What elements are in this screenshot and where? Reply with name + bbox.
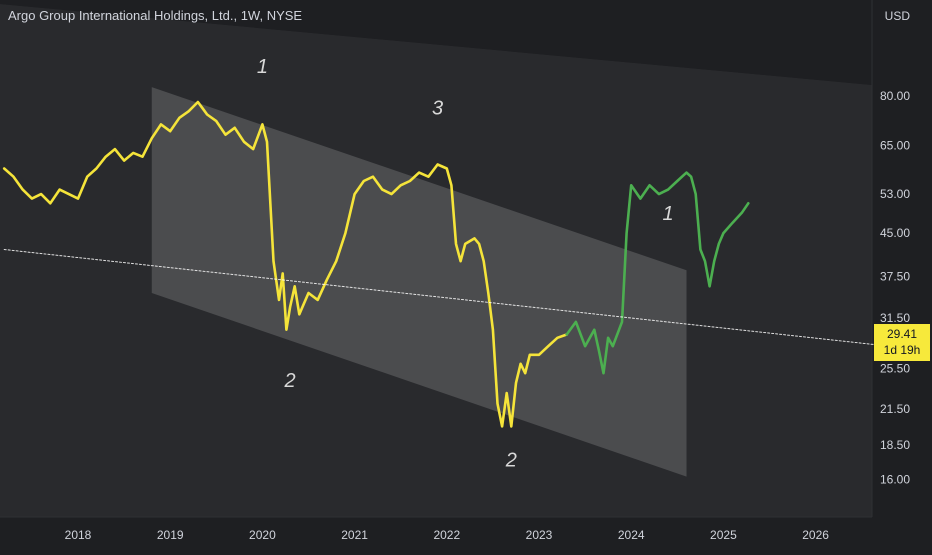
price-line bbox=[2, 100, 569, 428]
y-tick-label: 80.00 bbox=[880, 89, 910, 103]
y-tick-label: 37.50 bbox=[880, 270, 910, 284]
wide-channel bbox=[0, 4, 872, 517]
x-tick-label: 2022 bbox=[433, 528, 460, 542]
x-axis-band bbox=[0, 517, 932, 550]
chart-title: Argo Group International Holdings, Ltd.,… bbox=[8, 8, 303, 23]
y-tick-label: 45.00 bbox=[880, 226, 910, 240]
wave-label: 1 bbox=[257, 56, 268, 78]
wide-channel-mask bbox=[0, 0, 872, 85]
y-tick-label: 31.50 bbox=[880, 311, 910, 325]
wave-label: 1 bbox=[663, 203, 674, 225]
wave-label: 2 bbox=[283, 370, 295, 392]
y-tick-label: 53.00 bbox=[880, 187, 910, 201]
x-tick-label: 2024 bbox=[618, 528, 645, 542]
x-tick-label: 2020 bbox=[249, 528, 276, 542]
trend-line bbox=[3, 249, 890, 347]
descending-channel bbox=[151, 87, 687, 477]
x-tick-label: 2023 bbox=[526, 528, 553, 542]
last-price-value: 29.41 bbox=[886, 327, 918, 341]
x-tick-label: 2026 bbox=[802, 528, 829, 542]
x-tick-label: 2021 bbox=[341, 528, 368, 542]
x-tick-label: 2025 bbox=[710, 528, 737, 542]
y-tick-label: 16.00 bbox=[880, 473, 910, 487]
wave-label: 2 bbox=[505, 449, 517, 471]
y-tick-label: 21.50 bbox=[880, 402, 910, 416]
y-tick-label: 65.00 bbox=[880, 138, 910, 152]
x-tick-label: 2018 bbox=[65, 528, 92, 542]
wave-label: 3 bbox=[432, 98, 443, 120]
y-tick-label: 18.50 bbox=[880, 438, 910, 452]
last-price-countdown: 1d 19h bbox=[883, 343, 921, 357]
x-tick-label: 2019 bbox=[157, 528, 184, 542]
projection-line bbox=[565, 171, 750, 375]
currency-label: USD bbox=[884, 9, 910, 23]
last-price-tag: 29.41 1d 19h bbox=[874, 324, 930, 361]
y-tick-label: 25.50 bbox=[880, 361, 910, 375]
